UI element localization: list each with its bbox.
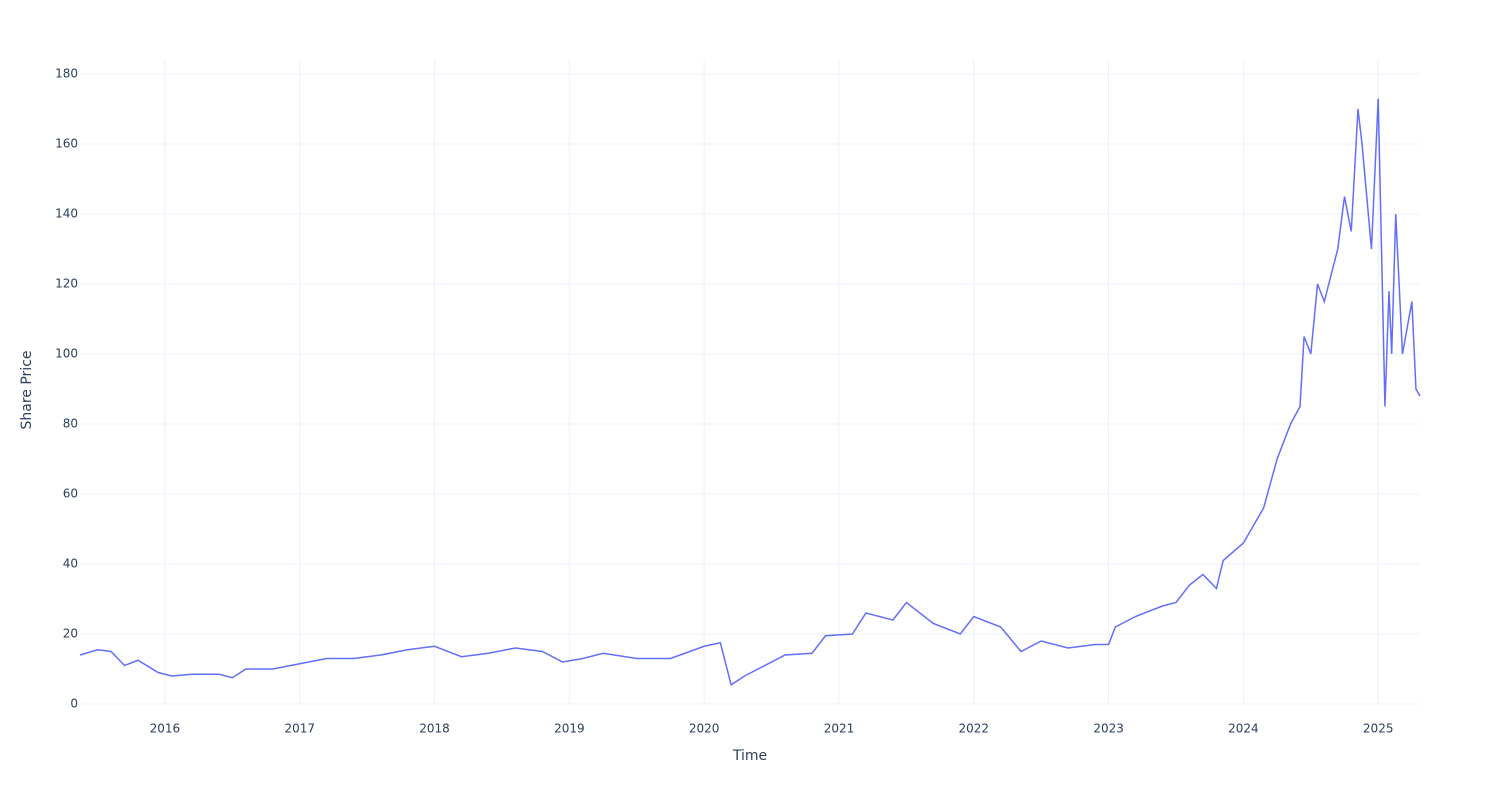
y-tick-label: 180 bbox=[55, 67, 78, 81]
x-tick-label: 2024 bbox=[1228, 722, 1259, 736]
y-tick-label: 160 bbox=[55, 137, 78, 151]
x-tick-label: 2025 bbox=[1363, 722, 1394, 736]
x-tick-label: 2019 bbox=[554, 722, 585, 736]
x-axis-title: Time bbox=[732, 748, 767, 764]
x-tick-label: 2022 bbox=[959, 722, 990, 736]
y-axis-title: Share Price bbox=[19, 350, 35, 429]
y-tick-label: 80 bbox=[63, 417, 78, 431]
y-tick-label: 140 bbox=[55, 207, 78, 221]
y-tick-label: 0 bbox=[70, 697, 78, 711]
x-tick-label: 2021 bbox=[824, 722, 855, 736]
x-tick-label: 2017 bbox=[284, 722, 315, 736]
x-tick-label: 2020 bbox=[689, 722, 720, 736]
price-line bbox=[79, 98, 1421, 686]
y-tick-label: 120 bbox=[55, 277, 78, 291]
x-tick-label: 2023 bbox=[1093, 722, 1124, 736]
y-tick-label: 40 bbox=[63, 557, 78, 571]
y-tick-label: 100 bbox=[55, 347, 78, 361]
y-tick-label: 20 bbox=[63, 627, 78, 641]
y-tick-label: 60 bbox=[63, 487, 78, 501]
x-tick-label: 2018 bbox=[419, 722, 450, 736]
x-tick-label: 2016 bbox=[150, 722, 181, 736]
